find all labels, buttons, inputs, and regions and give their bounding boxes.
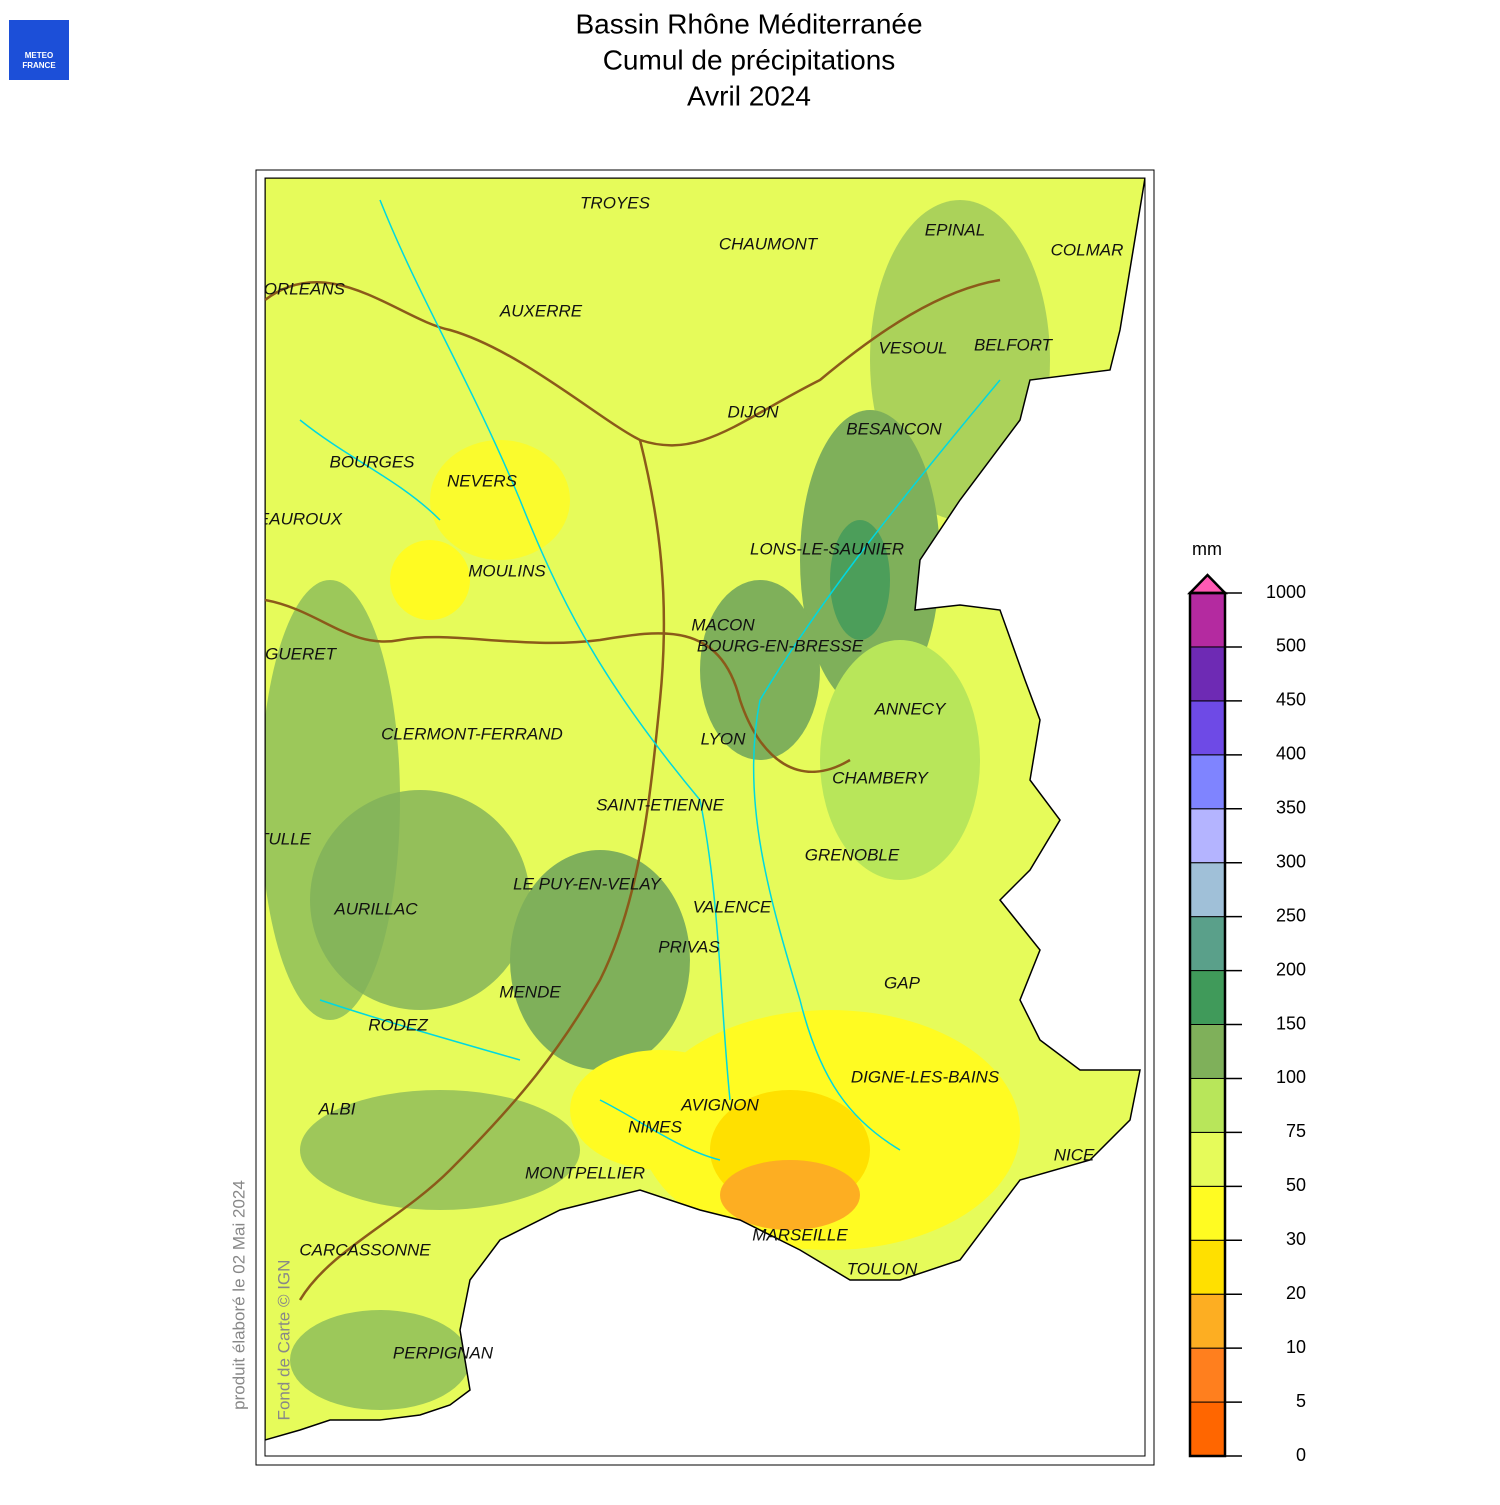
logo-text: METEO — [25, 51, 53, 60]
colorbar-label: 30 — [1286, 1229, 1306, 1249]
city-label: NICE — [1054, 1145, 1095, 1164]
colorbar-segment — [1189, 862, 1226, 918]
city-label: AVIGNON — [680, 1095, 759, 1114]
colorbar-segment — [1189, 700, 1226, 756]
colorbar-segment — [1189, 754, 1226, 810]
city-label: CARCASSONNE — [299, 1240, 431, 1259]
colorbar-segment — [1189, 1239, 1226, 1295]
colorbar-segment — [1189, 1185, 1226, 1241]
city-label: BOURGES — [329, 452, 415, 471]
basemap-credit: Fond de Carte © IGN — [274, 1260, 293, 1421]
colorbar-segment — [1189, 1131, 1226, 1187]
city-label: TOULON — [847, 1259, 918, 1278]
city-label: CHAUMONT — [719, 234, 819, 253]
colorbar-label: 0 — [1296, 1445, 1306, 1465]
legend-unit: mm — [1192, 539, 1222, 559]
city-label: GRENOBLE — [805, 845, 900, 864]
city-label: TULLE — [258, 829, 312, 848]
colorbar-segment — [1189, 1293, 1226, 1349]
city-label: COLMAR — [1051, 240, 1124, 259]
city-label: BELFORT — [974, 335, 1054, 354]
city-label: MACON — [691, 615, 755, 634]
colorbar-label: 200 — [1276, 959, 1306, 979]
city-label: LE PUY-EN-VELAY — [513, 874, 662, 893]
city-label: MARSEILLE — [752, 1225, 848, 1244]
colorbar-label: 150 — [1276, 1013, 1306, 1033]
city-label: DIJON — [728, 402, 780, 421]
colorbar-segment — [1189, 592, 1226, 648]
city-label: BOURG-EN-BRESSE — [697, 636, 864, 655]
logo — [9, 20, 69, 80]
produced-note: produit élaboré le 02 Mai 2024 — [229, 1180, 248, 1410]
colorbar-label: 100 — [1276, 1067, 1306, 1087]
city-label: SAINT-ETIENNE — [596, 795, 725, 814]
colorbar-segment — [1189, 808, 1226, 864]
colorbar-segment — [1189, 1077, 1226, 1133]
city-label: CHATEAUROUX — [213, 509, 343, 528]
city-label: MOULINS — [468, 561, 546, 580]
colorbar-segment — [1189, 1347, 1226, 1403]
city-label: MONTPELLIER — [525, 1163, 645, 1182]
city-label: ORLEANS — [264, 279, 346, 298]
map: TROYES CHAUMONT EPINAL COLMAR ORLEANS AUXERRE… — [213, 178, 1145, 1441]
city-label: VALENCE — [693, 897, 772, 916]
colorbar-label: 50 — [1286, 1175, 1306, 1195]
city-label: PRIVAS — [658, 937, 720, 956]
map-frame — [255, 169, 1155, 1466]
colorbar-label: 250 — [1276, 905, 1306, 925]
city-label: ALBI — [318, 1099, 356, 1118]
city-label: MENDE — [499, 982, 561, 1001]
city-label: DIGNE-LES-BAINS — [851, 1067, 1000, 1086]
colorbar-label: 350 — [1276, 798, 1306, 818]
colorbar-label: 1000 — [1266, 582, 1306, 602]
city-label: TROYES — [580, 193, 651, 212]
colorbar-segment — [1189, 646, 1226, 702]
city-label: EPINAL — [925, 220, 985, 239]
colorbar-label: 500 — [1276, 636, 1306, 656]
colorbar-label: 300 — [1276, 851, 1306, 871]
title: Bassin Rhône Méditerranée — [575, 8, 922, 39]
colorbar-label: 450 — [1276, 690, 1306, 710]
colorbar-segment — [1189, 1401, 1226, 1457]
city-label: LONS-LE-SAUNIER — [750, 539, 904, 558]
title: Avril 2024 — [687, 80, 811, 111]
city-label: VESOUL — [879, 338, 948, 357]
city-label: BESANCON — [846, 419, 942, 438]
logo-text: FRANCE — [22, 61, 56, 70]
city-label: NEVERS — [447, 471, 518, 490]
city-label: LYON — [701, 729, 746, 748]
colorbar-label: 400 — [1276, 744, 1306, 764]
colorbar-label: 10 — [1286, 1337, 1306, 1357]
colorbar-label: 20 — [1286, 1283, 1306, 1303]
colorbar-segment — [1189, 1024, 1226, 1079]
colorbar-label: 75 — [1286, 1121, 1306, 1141]
city-label: AUXERRE — [499, 301, 583, 320]
colorbar-label: 5 — [1296, 1391, 1306, 1411]
colorbar-overflow — [1187, 573, 1228, 595]
city-label: RODEZ — [368, 1015, 428, 1034]
city-label: GUERET — [265, 644, 337, 663]
city-label: NIMES — [628, 1117, 683, 1136]
city-label: GAP — [884, 973, 921, 992]
colorbar-segment — [1189, 916, 1226, 972]
title: Cumul de précipitations — [603, 44, 896, 75]
city-label: AURILLAC — [333, 899, 418, 918]
colorbar-segment — [1189, 970, 1226, 1025]
city-label: CLERMONT-FERRAND — [381, 724, 563, 743]
city-label: CHAMBERY — [832, 768, 929, 787]
city-label: ANNECY — [874, 699, 948, 718]
city-label: PERPIGNAN — [393, 1343, 494, 1362]
